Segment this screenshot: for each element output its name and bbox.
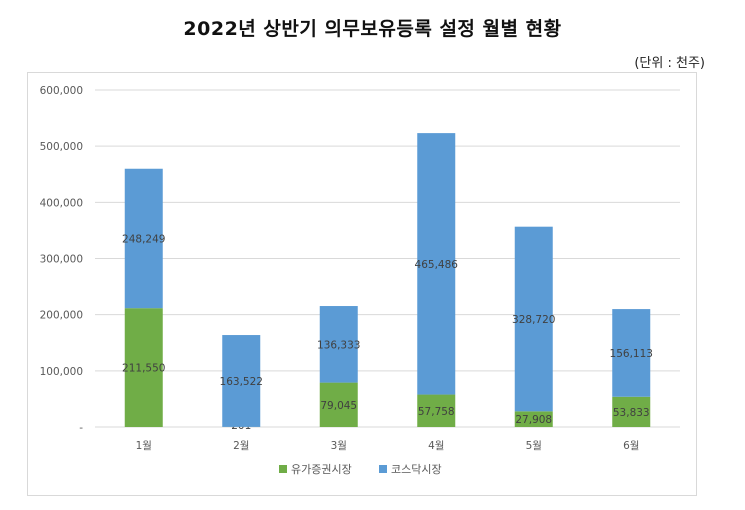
unit-note: (단위 : 천주) [634,56,705,71]
legend-label: 유가증권시장 [291,463,352,476]
y-tick-label: 500,000 [40,141,83,153]
data-label: 27,908 [515,414,552,426]
bar-kospi [124,308,163,427]
y-tick-label: 200,000 [40,310,83,322]
data-label: 136,333 [317,339,360,351]
bar-kosdaq [514,226,553,412]
y-tick-label: - [79,422,83,434]
bar-kosdaq [417,133,456,395]
bar-kosdaq [124,168,163,309]
data-label: 328,720 [512,314,555,326]
bar-kosdaq [319,306,358,383]
legend-swatch-kospi [279,465,287,473]
legend-swatch-kosdaq [379,465,387,473]
data-label: 156,113 [610,348,653,360]
y-tick-label: 400,000 [40,197,83,209]
data-label: 163,522 [220,376,263,388]
x-tick-label: 3월 [331,440,347,452]
data-label: 465,486 [415,259,459,271]
x-tick-label: 5월 [526,440,542,452]
bar-kospi [319,382,358,427]
x-tick-label: 2월 [233,440,249,452]
x-tick-label: 6월 [623,440,639,452]
chart-title: 2022년 상반기 의무보유등록 설정 월별 현황 [183,18,562,40]
bar-kospi [612,396,651,427]
bar-kospi [417,394,456,427]
data-label: 211,550 [122,363,165,375]
bar-kospi [514,411,553,427]
bar-kosdaq [222,335,261,427]
y-tick-label: 300,000 [40,254,83,266]
y-tick-label: 600,000 [40,85,83,97]
legend-label: 코스닥시장 [391,463,442,476]
x-tick-label: 4월 [428,440,444,452]
y-tick-label: 100,000 [40,366,83,378]
x-tick-label: 1월 [136,440,152,452]
data-label: 79,045 [320,400,357,412]
data-label: 248,249 [122,233,165,245]
data-label: 57,758 [418,406,455,418]
chart-frame [27,72,697,496]
data-label: 53,833 [613,407,650,419]
bar-kosdaq [612,309,651,397]
